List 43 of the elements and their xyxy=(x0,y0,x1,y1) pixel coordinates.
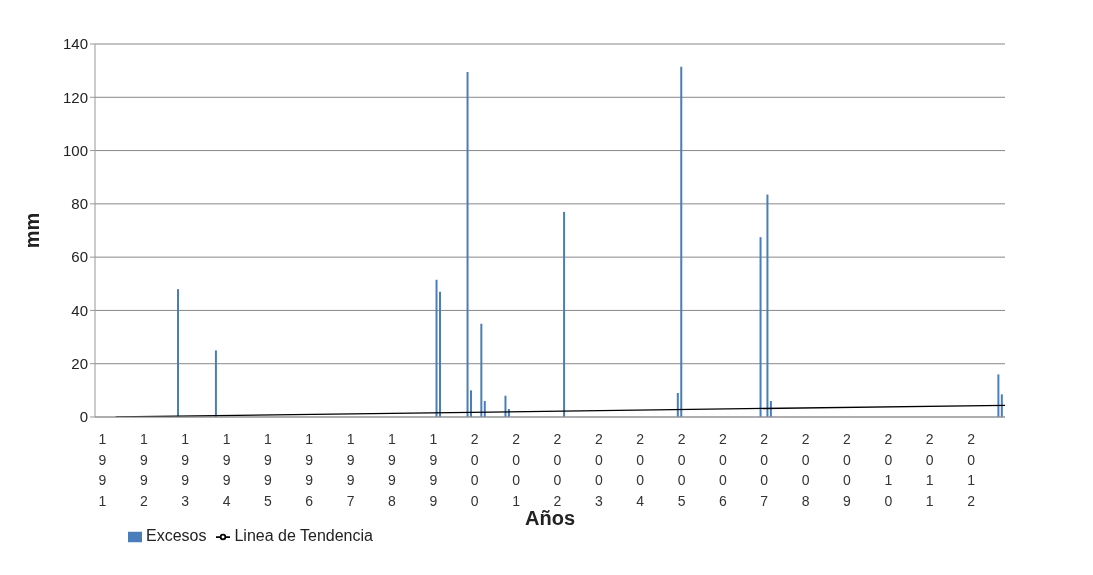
y-tick-label: 80 xyxy=(71,195,88,213)
x-tick-label: 1991 xyxy=(94,431,111,513)
bar xyxy=(214,350,217,417)
legend-label: Linea de Tendencia xyxy=(234,527,373,544)
x-tick-label: 1995 xyxy=(259,431,276,513)
bar xyxy=(759,237,762,417)
bar xyxy=(466,71,469,417)
y-tick-label: 0 xyxy=(79,408,88,426)
x-tick-label: 1999 xyxy=(425,431,442,513)
bar xyxy=(680,66,683,417)
bar xyxy=(435,279,438,417)
x-tick-label: 2005 xyxy=(673,431,690,513)
x-tick-label: 2008 xyxy=(797,431,814,513)
y-tick-label: 40 xyxy=(71,301,88,319)
x-tick-label: 1997 xyxy=(342,431,359,513)
y-axis-title: mm xyxy=(21,212,44,249)
x-tick-label: 1993 xyxy=(177,431,194,513)
bar xyxy=(563,211,566,417)
x-tick-label: 2001 xyxy=(508,431,525,513)
y-tick-label: 120 xyxy=(62,88,88,106)
x-tick-label: 1992 xyxy=(135,431,152,513)
y-tick-label: 140 xyxy=(62,35,88,53)
bar xyxy=(1000,394,1003,417)
bar xyxy=(480,323,483,417)
y-tick-label: 20 xyxy=(71,355,88,373)
bar xyxy=(997,374,1000,417)
x-tick-label: 2007 xyxy=(756,431,773,513)
x-tick-label: 2010 xyxy=(880,431,897,513)
x-tick-label: 2006 xyxy=(714,431,731,513)
x-tick-label: 2012 xyxy=(963,431,980,513)
x-tick-label: 1998 xyxy=(383,431,400,513)
y-tick-label: 60 xyxy=(71,248,88,266)
x-tick-label: 2009 xyxy=(838,431,855,513)
x-tick-label: 2003 xyxy=(590,431,607,513)
x-tick-label: 1994 xyxy=(218,431,235,513)
x-tick-label: 2011 xyxy=(921,431,938,513)
bar xyxy=(766,194,769,417)
x-tick-label: 2004 xyxy=(632,431,649,513)
x-tick-label: 1996 xyxy=(301,431,318,513)
x-tick-label: 2000 xyxy=(466,431,483,513)
y-tick-label: 100 xyxy=(62,141,88,159)
legend-label: Excesos xyxy=(146,527,207,544)
bar xyxy=(177,289,179,417)
